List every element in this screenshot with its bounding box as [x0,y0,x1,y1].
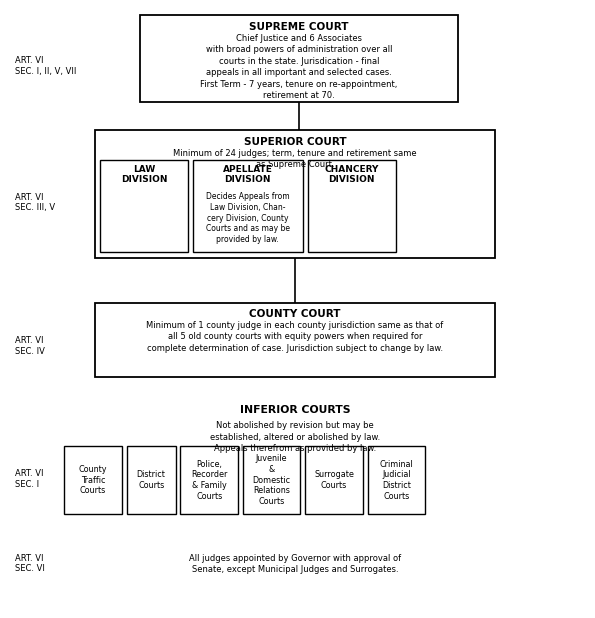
Text: ART. VI
SEC. VI: ART. VI SEC. VI [15,554,45,574]
FancyBboxPatch shape [95,130,495,258]
FancyBboxPatch shape [193,160,303,252]
FancyBboxPatch shape [305,446,363,514]
FancyBboxPatch shape [368,446,425,514]
Text: Chief Justice and 6 Associates
with broad powers of administration over all
cour: Chief Justice and 6 Associates with broa… [201,34,397,100]
Text: ART. VI
SEC. IV: ART. VI SEC. IV [15,336,45,356]
Text: LAW
DIVISION: LAW DIVISION [121,165,167,184]
Text: ART. VI
SEC. III, V: ART. VI SEC. III, V [15,193,55,213]
Text: ART. VI
SEC. I, II, V, VII: ART. VI SEC. I, II, V, VII [15,56,76,76]
FancyBboxPatch shape [100,160,188,252]
FancyBboxPatch shape [127,446,176,514]
Text: Not abolished by revision but may be
established, altered or abolished by law.
A: Not abolished by revision but may be est… [210,421,380,452]
Text: APELLATE
DIVISION: APELLATE DIVISION [223,165,273,184]
FancyBboxPatch shape [243,446,300,514]
Text: SUPREME COURT: SUPREME COURT [249,22,349,32]
Text: All judges appointed by Governor with approval of
Senate, except Municipal Judge: All judges appointed by Governor with ap… [189,554,401,574]
Text: Decides Appeals from
Law Division, Chan-
cery Division, County
Courts and as may: Decides Appeals from Law Division, Chan-… [206,192,290,244]
FancyBboxPatch shape [140,15,458,102]
Text: CHANCERY
DIVISION: CHANCERY DIVISION [324,165,379,184]
Text: Police,
Recorder
& Family
Courts: Police, Recorder & Family Courts [191,460,227,501]
Text: Criminal
Judicial
District
Courts: Criminal Judicial District Courts [380,460,414,501]
Text: Minimum of 24 judges; term, tenure and retirement same
as Supreme Court.: Minimum of 24 judges; term, tenure and r… [173,149,417,169]
FancyBboxPatch shape [180,446,238,514]
Text: Minimum of 1 county judge in each county jurisdiction same as that of
all 5 old : Minimum of 1 county judge in each county… [146,321,444,352]
Text: Surrogate
Courts: Surrogate Courts [314,470,354,490]
Text: COUNTY COURT: COUNTY COURT [249,309,341,319]
Text: County
Traffic
Courts: County Traffic Courts [79,465,107,496]
Text: SUPERIOR COURT: SUPERIOR COURT [244,137,346,146]
FancyBboxPatch shape [64,446,122,514]
FancyBboxPatch shape [95,303,495,377]
Text: Juvenile
&
Domestic
Relations
Courts: Juvenile & Domestic Relations Courts [252,454,291,506]
Text: ART. VI
SEC. I: ART. VI SEC. I [15,469,43,489]
Text: INFERIOR COURTS: INFERIOR COURTS [240,405,350,415]
FancyBboxPatch shape [308,160,396,252]
Text: District
Courts: District Courts [137,470,165,490]
